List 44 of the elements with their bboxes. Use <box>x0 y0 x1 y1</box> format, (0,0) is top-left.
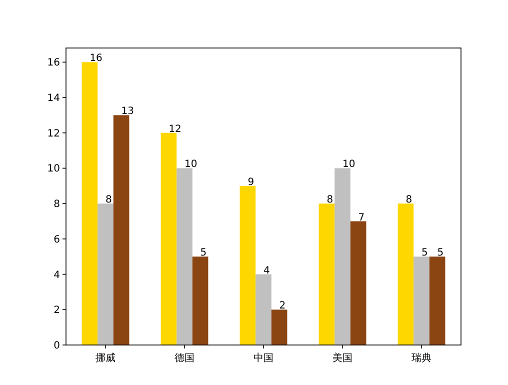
x-tick-label: 美国 <box>332 352 352 364</box>
bar <box>98 204 114 345</box>
bar <box>176 168 192 345</box>
bar <box>271 310 288 345</box>
bar <box>256 274 272 345</box>
data-label: 8 <box>326 194 334 206</box>
data-label: 10 <box>342 159 356 170</box>
y-tick-label: 14 <box>47 93 60 104</box>
bar <box>192 256 208 345</box>
bar <box>240 186 256 345</box>
data-label: 5 <box>422 248 428 259</box>
bar <box>350 221 366 345</box>
bar <box>113 115 130 345</box>
bar <box>318 204 335 345</box>
data-label: 5 <box>437 248 444 259</box>
x-tick-label: 挪威 <box>96 352 116 364</box>
data-label: 13 <box>121 106 134 118</box>
bar <box>398 204 414 345</box>
data-label: 12 <box>168 124 182 135</box>
bar <box>82 62 98 345</box>
data-label: 10 <box>184 159 198 170</box>
data-label: 2 <box>279 300 286 312</box>
y-tick-label: 16 <box>47 58 60 69</box>
y-tick-label: 6 <box>54 234 60 246</box>
y-tick-label: 2 <box>54 305 60 316</box>
bar <box>414 256 430 345</box>
y-tick-label: 0 <box>54 340 60 352</box>
x-tick-label: 瑞典 <box>412 352 432 364</box>
data-label: 8 <box>406 194 412 206</box>
y-tick-label: 8 <box>54 199 60 210</box>
bar <box>429 256 446 345</box>
data-label: 16 <box>90 53 102 64</box>
data-label: 5 <box>200 248 207 259</box>
bar <box>334 168 350 345</box>
x-tick-label: 德国 <box>174 353 194 364</box>
data-label: 7 <box>358 212 365 224</box>
x-tick-label: 中国 <box>254 352 274 364</box>
data-label: 9 <box>248 176 254 188</box>
data-label: 4 <box>264 265 270 276</box>
bar <box>160 132 177 345</box>
y-tick-label: 4 <box>54 270 60 281</box>
data-label: 8 <box>106 194 112 206</box>
y-tick-label: 10 <box>47 164 60 175</box>
y-tick-label: 12 <box>47 128 60 140</box>
